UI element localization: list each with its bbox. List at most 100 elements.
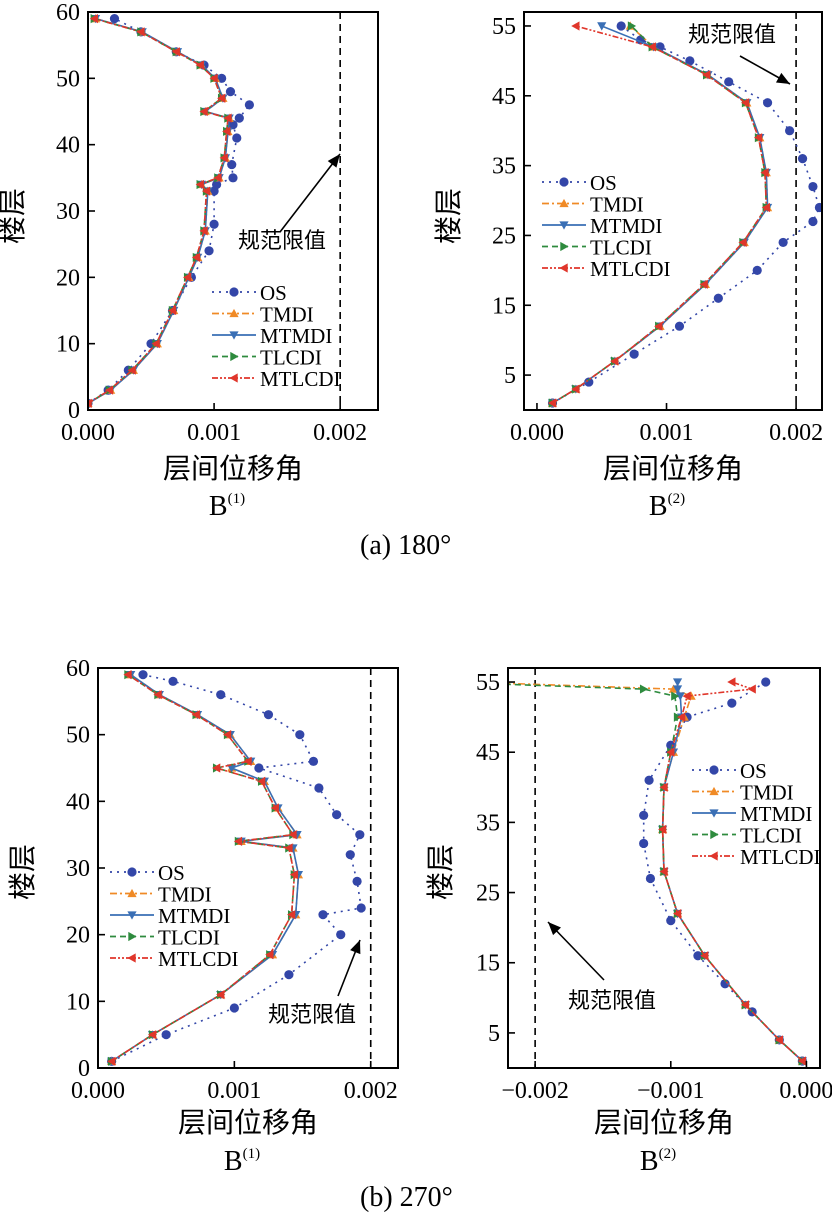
legend-label-os: OS: [158, 861, 185, 885]
data-point-mtlcdi-11: [647, 42, 656, 52]
y-tick-label: 40: [56, 133, 80, 159]
data-point-mtlcdi-2: [127, 365, 136, 375]
series-line-mtlcdi: [111, 674, 296, 1062]
chart-panel-1: 0.000 0.001 0.002 0 10 20 30 40 50 60 层间位移角 B(1) 楼层规…: [0, 0, 379, 522]
data-point-mtlcdi-2: [216, 990, 225, 1000]
data-point-os-2: [629, 349, 639, 359]
y-tick-label: 20: [56, 265, 80, 291]
data-point-os-13: [228, 120, 238, 130]
data-point-os-10: [228, 173, 238, 183]
y-axis-label: 楼层: [7, 844, 39, 900]
x-axis-label: 层间位移角: [163, 453, 303, 485]
data-point-mtmdi-11: [672, 685, 683, 694]
data-point-os-11: [785, 126, 795, 136]
data-point-mtlcdi-1: [571, 384, 580, 394]
limit-arrow-shaft: [279, 153, 341, 233]
y-tick-label: 5: [488, 1021, 500, 1047]
legend-label-mtlcdi: MTLCDI: [590, 257, 671, 281]
data-point-os-15: [263, 710, 274, 720]
legend-label-mtlcdi: MTLCDI: [260, 367, 341, 391]
y-tick-label: 20: [66, 923, 90, 949]
x-tick-label: 0.002: [769, 420, 823, 446]
data-point-mtlcdi-10: [213, 173, 222, 183]
series-line-tlcdi: [111, 674, 296, 1062]
data-point-os-7: [209, 219, 219, 229]
data-point-mtlcdi-6: [761, 202, 770, 213]
data-point-mtlcdi-5: [289, 870, 299, 880]
data-point-os-8: [814, 202, 822, 213]
y-tick-label: 0: [78, 1056, 90, 1082]
series-line-os: [88, 17, 251, 405]
y-tick-label: 5: [504, 363, 516, 389]
data-point-mtlcdi-9: [270, 803, 279, 813]
series-line-mtmdi: [661, 682, 803, 1062]
series-group: [107, 670, 366, 1066]
data-point-mtlcdi-11: [212, 763, 221, 773]
legend-label-mtmdi: MTMDI: [740, 802, 812, 826]
data-point-os-11: [227, 159, 237, 170]
data-point-os-12: [727, 698, 737, 708]
data-point-mtlcdi-15: [217, 93, 226, 103]
y-axis-label: 楼层: [0, 188, 29, 244]
series-line-mtlcdi: [661, 681, 803, 1062]
data-point-os-14: [234, 113, 244, 123]
legend-marker-os: [559, 177, 569, 187]
legend-label-mtmdi: MTMDI: [590, 214, 662, 238]
data-point-mtlcdi-11: [747, 684, 756, 694]
data-point-os-1: [584, 377, 594, 387]
series-mtmdi: [88, 14, 234, 408]
data-point-mtlcdi-15: [153, 690, 162, 700]
data-point-mtlcdi-13: [222, 730, 232, 740]
data-point-os-15: [244, 100, 254, 110]
data-point-os-9: [644, 775, 654, 785]
data-point-mtlcdi-20: [89, 14, 98, 24]
data-point-tlcdi-12: [436, 677, 444, 686]
data-point-os-17: [168, 676, 178, 686]
data-point-mtlcdi-0: [547, 398, 557, 408]
data-point-os-8: [639, 810, 649, 820]
data-point-os-7: [808, 216, 818, 227]
limit-label: 规范限值: [238, 228, 326, 253]
data-point-mtlcdi-3: [700, 951, 709, 961]
data-point-mtlcdi-2: [610, 356, 619, 366]
data-point-mtlcdi-14: [199, 106, 208, 117]
x-tick-label: −0.001: [637, 1078, 705, 1104]
y-tick-label: 15: [492, 293, 516, 319]
legend-marker-os: [127, 867, 137, 877]
series-mtmdi: [658, 678, 807, 1066]
legend-label-tmdi: TMDI: [260, 303, 314, 327]
data-point-mtmdi-10: [675, 692, 685, 701]
y-tick-label: 60: [56, 0, 80, 26]
data-point-mtlcdi-7: [199, 226, 208, 236]
plot-frame: [523, 11, 823, 411]
data-point-mtlcdi-16: [209, 73, 218, 83]
legend-marker-tlcdi: [560, 241, 569, 252]
y-axis-label: 楼层: [425, 844, 457, 900]
y-axis-label: 楼层: [433, 188, 465, 244]
y-tick-label: 35: [476, 810, 500, 836]
y-tick-label: 10: [56, 332, 80, 358]
data-point-os-5: [666, 916, 676, 926]
legend-marker-mtlcdi: [709, 851, 718, 861]
x-tick-label: 0.002: [344, 1078, 398, 1104]
y-tick-label: 55: [476, 670, 500, 696]
data-point-os-1: [161, 1030, 171, 1040]
data-point-os-4: [336, 930, 346, 940]
series-mtlcdi: [107, 670, 299, 1066]
legend-marker-os: [229, 287, 239, 297]
data-point-os-12: [232, 133, 242, 143]
data-point-os-7: [352, 876, 362, 886]
data-point-os-3: [720, 979, 730, 989]
data-point-os-16: [216, 690, 226, 700]
data-point-mtmdi-12: [672, 678, 683, 687]
data-point-mtlcdi-4: [672, 909, 682, 919]
data-point-tlcdi-10: [671, 691, 680, 701]
data-point-os-17: [217, 73, 227, 83]
data-point-os-11: [314, 783, 324, 793]
data-point-os-6: [356, 903, 366, 913]
data-point-mtlcdi-6: [191, 252, 201, 263]
data-point-os-6: [645, 873, 656, 884]
